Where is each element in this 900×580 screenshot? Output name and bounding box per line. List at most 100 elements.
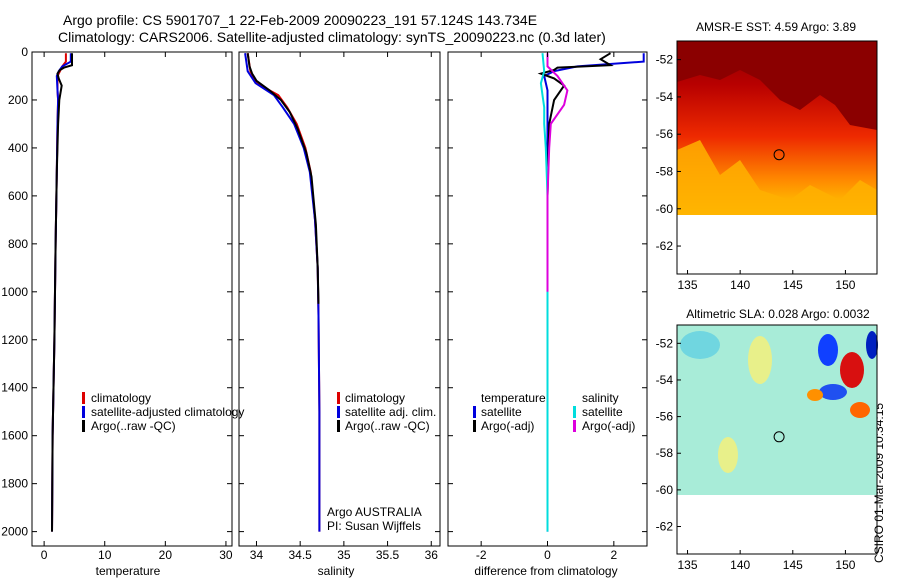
- sst-cold-region: [677, 41, 877, 130]
- legend-label-temp-argo: Argo(-adj): [481, 419, 534, 433]
- series-line-3: [246, 53, 320, 304]
- sla-map-panel: Altimetric SLA: 0.028 Argo: 0.0032 135 14…: [656, 307, 878, 572]
- y-tick-label: 400: [8, 141, 28, 155]
- legend-swatch-argo: [337, 420, 340, 432]
- temperature-legend: climatology satellite-adjusted climatolo…: [82, 391, 244, 433]
- salinity-axes: 34 34.5 35 35.5 36: [238, 51, 441, 562]
- legend-label-satellite: satellite adj. clim.: [345, 405, 436, 419]
- legend-swatch-argo: [82, 420, 85, 432]
- series-line-1: [246, 53, 321, 532]
- sla-feature-cold-2: [819, 384, 847, 400]
- y-tick-label: -54: [656, 373, 674, 387]
- x-tick-label: 150: [835, 558, 855, 572]
- y-tick-label: 2000: [1, 525, 28, 539]
- legend-label-sal-satellite: satellite: [582, 405, 623, 419]
- sla-feature-hot-3: [850, 402, 870, 418]
- x-tick-label: 140: [730, 278, 750, 292]
- plot-frame: [31, 51, 233, 547]
- series-line-3: [51, 53, 73, 532]
- legend-swatch-satellite: [337, 406, 340, 418]
- salinity-panel: 34 34.5 35 35.5 36 climatology satellite adj…: [238, 51, 441, 578]
- sla-feature-cold-3: [866, 331, 878, 359]
- sla-feature-warm-2: [718, 437, 738, 473]
- salinity-legend: climatology satellite adj. clim. Argo(..…: [337, 391, 436, 433]
- sst-map-panel: AMSR-E SST: 4.59 Argo: 3.89 135 140 145 150…: [656, 20, 878, 292]
- map-frame: [676, 324, 878, 555]
- sla-feature-hot-2: [807, 389, 823, 401]
- legend-swatch-satellite: [82, 406, 85, 418]
- legend-swatch-climatology: [337, 392, 340, 404]
- y-tick-label: -60: [656, 202, 674, 216]
- y-tick-label: 200: [8, 93, 28, 107]
- x-tick-label: 34.5: [288, 548, 312, 562]
- x-tick-label: 0: [544, 548, 551, 562]
- difference-axes: -2 0 2: [447, 51, 648, 562]
- figure-title-line2: Climatology: CARS2006. Satellite-adjuste…: [58, 29, 606, 45]
- series-line-3: [539, 53, 549, 532]
- sla-map-axes: 135 140 145 150 -52 -54 -56 -58 -60 -62: [656, 324, 878, 572]
- y-tick-label: -60: [656, 483, 674, 497]
- y-tick-label: -56: [656, 127, 674, 141]
- difference-xlabel: difference from climatology: [474, 564, 617, 578]
- sla-feature-warm-1: [748, 336, 772, 384]
- y-tick-label: -62: [656, 520, 674, 534]
- x-tick-label: 20: [159, 548, 173, 562]
- x-tick-label: 135: [678, 558, 698, 572]
- legend-label-sal-argo: Argo(-adj): [582, 419, 635, 433]
- legend-label-argo: Argo(..raw -QC): [91, 419, 176, 433]
- y-tick-label: -56: [656, 410, 674, 424]
- series-line-2: [244, 53, 321, 532]
- x-tick-label: 36: [425, 548, 439, 562]
- salinity-series-group: [244, 53, 321, 532]
- temperature-series-group: [51, 53, 73, 532]
- y-tick-label: -54: [656, 90, 674, 104]
- sst-argo-location-marker: [773, 149, 785, 161]
- difference-series-group: [537, 52, 645, 532]
- series-line-1: [543, 53, 645, 532]
- sst-warm-tongue: [677, 140, 877, 215]
- x-tick-label: 2: [610, 548, 617, 562]
- x-tick-label: 145: [783, 278, 803, 292]
- temperature-xlabel: temperature: [96, 564, 161, 578]
- sst-map-title: AMSR-E SST: 4.59 Argo: 3.89: [696, 20, 856, 34]
- plot-frame: [238, 51, 441, 547]
- y-tick-label: -58: [656, 446, 674, 460]
- legend-swatch-sal-satellite: [573, 406, 576, 418]
- y-tick-label: 1800: [1, 477, 28, 491]
- x-tick-label: 35.5: [376, 548, 400, 562]
- y-tick-label: -62: [656, 239, 674, 253]
- y-tick-label: 1600: [1, 429, 28, 443]
- sla-feature-cold-1: [818, 334, 838, 366]
- figure-title-line1: Argo profile: CS 5901707_1 22-Feb-2009 2…: [63, 12, 537, 28]
- salinity-xlabel: salinity: [318, 564, 355, 578]
- x-tick-label: 35: [337, 548, 351, 562]
- map-frame: [676, 40, 878, 275]
- sst-map-axes: 135 140 145 150 -52 -54 -56 -58 -60 -62: [656, 40, 878, 292]
- sla-argo-location-marker: [773, 431, 785, 443]
- sla-feature-neutral-1: [680, 331, 720, 359]
- y-tick-label: 0: [21, 45, 28, 59]
- difference-legend: temperature salinity satellite Argo(-adj…: [473, 391, 635, 433]
- y-tick-label: 1000: [1, 285, 28, 299]
- legend-label-satellite: satellite-adjusted climatology: [91, 405, 244, 419]
- y-tick-label: 1200: [1, 333, 28, 347]
- temperature-axes: 0 10 20 30 0 200 400 600 800 1000 1200 1400 1600 1800…: [1, 45, 233, 562]
- legend-label-climatology: climatology: [345, 391, 405, 405]
- salinity-annotation-argo: Argo AUSTRALIA: [327, 505, 422, 519]
- legend-swatch-temp-satellite: [473, 406, 476, 418]
- x-tick-label: 34: [250, 548, 264, 562]
- y-tick-label: -52: [656, 336, 674, 350]
- x-tick-label: -2: [476, 548, 487, 562]
- series-line-2: [537, 52, 614, 292]
- x-tick-label: 135: [678, 278, 698, 292]
- legend-swatch-climatology: [82, 392, 85, 404]
- salinity-annotation-pi: PI: Susan Wijffels: [327, 519, 421, 533]
- y-tick-label: 600: [8, 189, 28, 203]
- x-tick-label: 30: [219, 548, 233, 562]
- sla-feature-hot-1: [840, 352, 864, 388]
- x-tick-label: 0: [41, 548, 48, 562]
- y-tick-label: 800: [8, 237, 28, 251]
- temperature-panel: 0 10 20 30 0 200 400 600 800 1000 1200 1400 1600 1800…: [1, 45, 244, 578]
- legend-label-climatology: climatology: [91, 391, 151, 405]
